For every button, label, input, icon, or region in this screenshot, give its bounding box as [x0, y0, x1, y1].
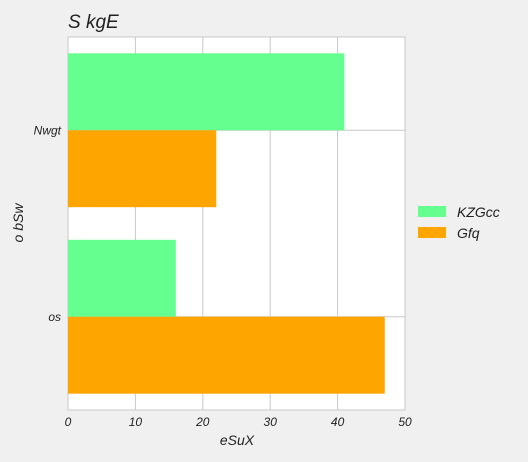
- legend-label: KZGcc: [457, 204, 500, 220]
- x-tick-label: 40: [331, 415, 345, 429]
- bar-KZGcc-Nwgt: [68, 53, 345, 131]
- x-tick-label: 0: [65, 415, 72, 429]
- legend: KZGcc Gfq: [418, 204, 500, 241]
- bars: [68, 53, 385, 394]
- legend-swatch: [418, 227, 446, 238]
- x-tick-label: 30: [264, 415, 278, 429]
- ticks: 0 10 20 30 40 50 Nwgt os: [34, 123, 412, 429]
- y-axis-label: o bSw: [10, 203, 26, 243]
- y-tick-label: os: [48, 310, 61, 324]
- x-tick-label: 10: [129, 415, 143, 429]
- bar-Gfq-os: [68, 316, 385, 394]
- bar-KZGcc-os: [68, 239, 176, 317]
- y-tick-label: Nwgt: [34, 123, 62, 137]
- x-tick-label: 50: [398, 415, 412, 429]
- chart-title: S kgE: [68, 12, 119, 33]
- x-tick-label: 20: [195, 415, 210, 429]
- x-axis-label: eSuX: [220, 432, 255, 448]
- bar-Gfq-Nwgt: [68, 130, 217, 208]
- legend-swatch: [418, 206, 446, 217]
- legend-label: Gfq: [457, 225, 480, 241]
